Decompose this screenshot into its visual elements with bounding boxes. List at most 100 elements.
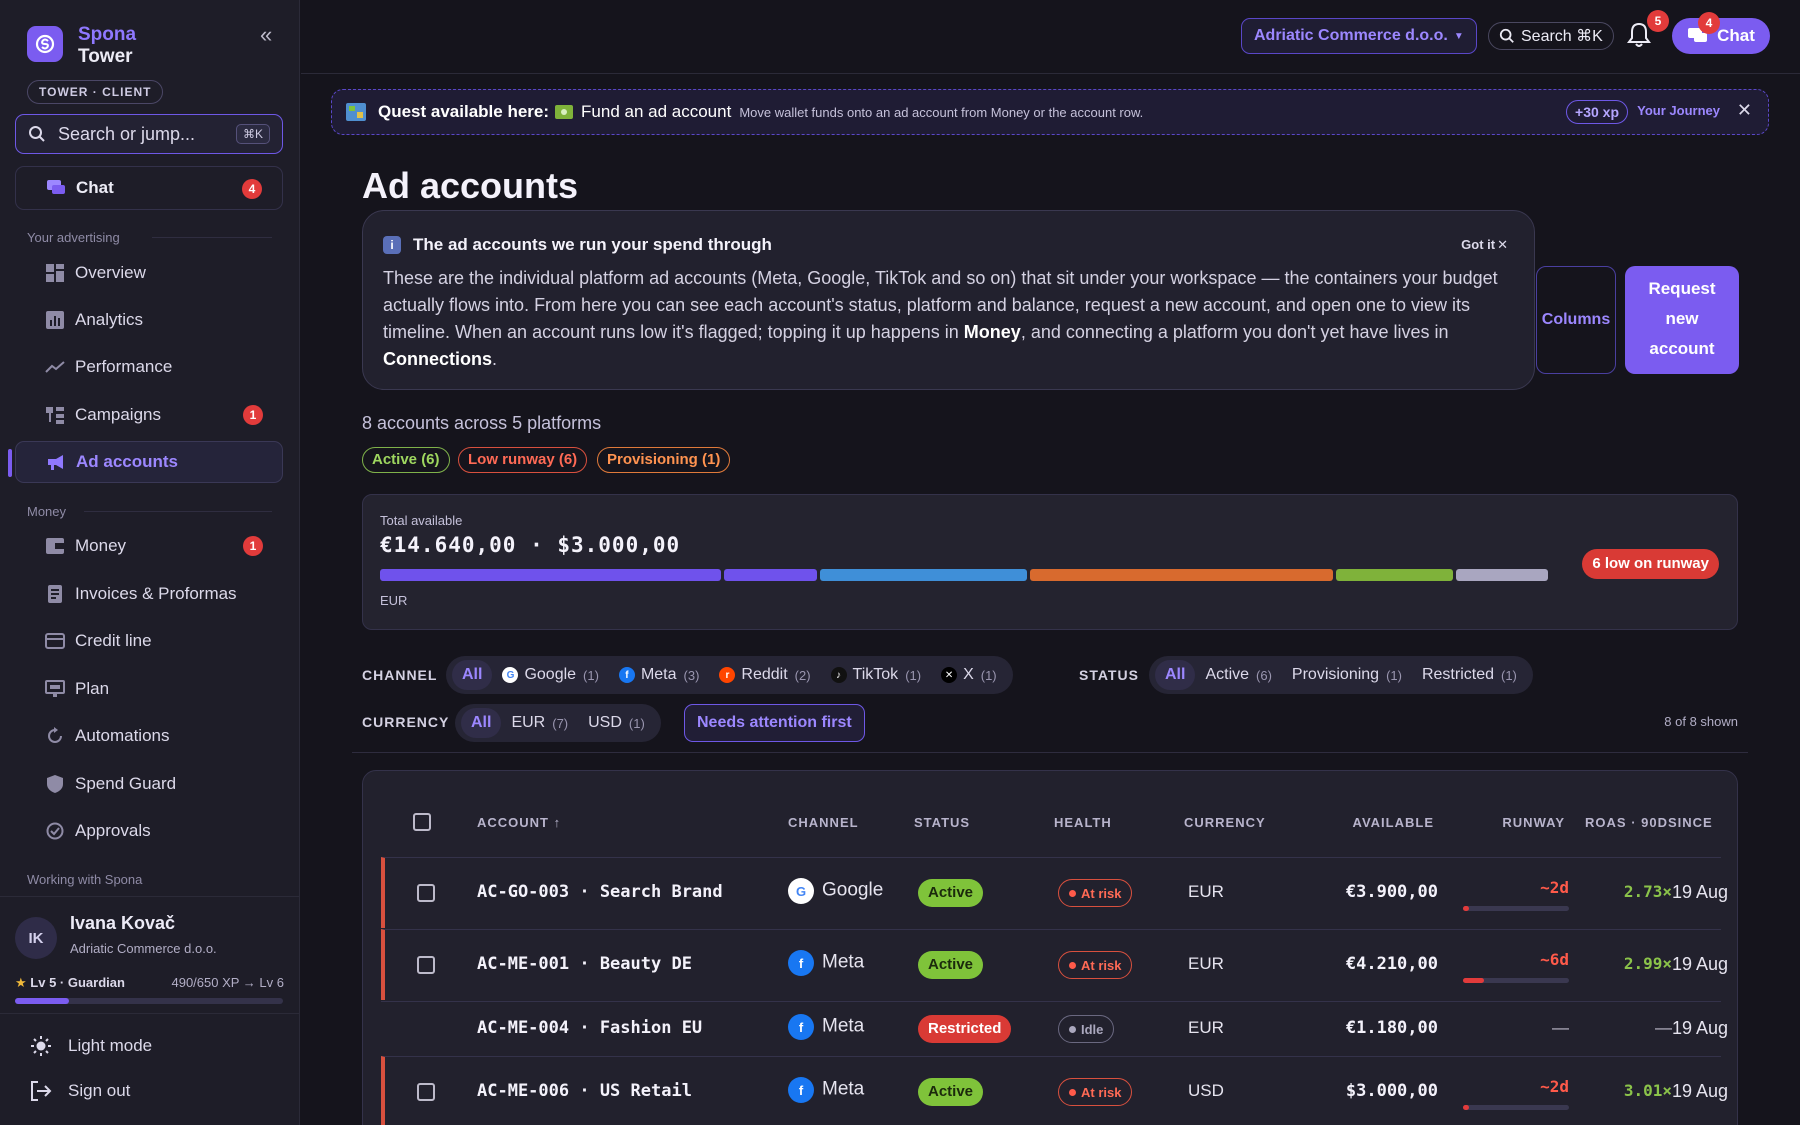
sidebar-item-label: Performance bbox=[75, 357, 173, 376]
money-icon bbox=[555, 105, 574, 119]
status-filter-all[interactable]: All bbox=[1155, 660, 1196, 690]
sidebar-item-campaigns[interactable]: Campaigns 1 bbox=[15, 394, 283, 436]
table-row[interactable]: AC-ME-004 · Fashion EU f Meta Restricted … bbox=[381, 1001, 1728, 1055]
table-row[interactable]: AC-ME-001 · Beauty DE f Meta Active At ri… bbox=[381, 929, 1728, 1000]
column-header-available[interactable]: AVAILABLE bbox=[1352, 815, 1434, 830]
sidebar-item-overview[interactable]: Overview bbox=[15, 252, 283, 294]
low-runway-badge[interactable]: 6 low on runway bbox=[1582, 549, 1719, 579]
grid-icon bbox=[45, 263, 65, 283]
column-header-health[interactable]: HEALTH bbox=[1054, 815, 1112, 830]
column-header-since[interactable]: SINCE bbox=[1668, 815, 1713, 830]
column-header-channel[interactable]: CHANNEL bbox=[788, 815, 859, 830]
channel-filter-tiktok[interactable]: ♪ TikTok (1) bbox=[821, 660, 932, 690]
account-name[interactable]: AC-ME-001 · Beauty DE bbox=[477, 954, 692, 974]
sidebar-item-spend-guard[interactable]: Spend Guard bbox=[15, 763, 283, 805]
info-body-text: , and connecting a platform you don't ye… bbox=[1020, 322, 1449, 342]
account-name[interactable]: AC-ME-006 · US Retail bbox=[477, 1081, 692, 1101]
sidebar-item-money[interactable]: Money 1 bbox=[15, 525, 283, 567]
user-xp: 490/650 XP → Lv 6 bbox=[171, 975, 284, 990]
your-journey-link[interactable]: Your Journey bbox=[1637, 103, 1720, 118]
account-name[interactable]: AC-ME-004 · Fashion EU bbox=[477, 1018, 703, 1038]
light-mode-toggle[interactable]: Light mode bbox=[30, 1035, 152, 1057]
channel-filter-all[interactable]: All bbox=[452, 660, 493, 690]
sidebar-search-input[interactable]: Search or jump... ⌘K bbox=[15, 114, 283, 154]
sidebar-item-label: Approvals bbox=[75, 821, 151, 840]
column-header-account[interactable]: ACCOUNT ↑ bbox=[477, 815, 562, 830]
table-row[interactable]: AC-GO-003 · Search Brand G Google Active … bbox=[381, 857, 1728, 928]
got-it-button[interactable]: Got it ✕ bbox=[1461, 237, 1508, 253]
star-icon: ★ bbox=[15, 975, 27, 990]
sidebar-item-ad-accounts[interactable]: Ad accounts bbox=[15, 441, 283, 483]
column-header-status[interactable]: STATUS bbox=[914, 815, 971, 830]
columns-button[interactable]: Columns bbox=[1536, 266, 1616, 374]
collapse-sidebar-icon[interactable]: « bbox=[260, 22, 273, 47]
currency-filter-usd[interactable]: USD (1) bbox=[578, 708, 655, 738]
channel-filter-meta[interactable]: f Meta (3) bbox=[609, 660, 709, 690]
channel-filter-google[interactable]: G Google (1) bbox=[492, 660, 608, 690]
user-profile[interactable]: IK Ivana Kovač Adriatic Commerce d.o.o. … bbox=[0, 896, 300, 1014]
account-name[interactable]: AC-GO-003 · Search Brand bbox=[477, 882, 723, 902]
sidebar-item-label: Invoices & Proformas bbox=[75, 584, 237, 603]
sidebar-item-label: Ad accounts bbox=[76, 452, 179, 471]
health-dot-icon bbox=[1069, 889, 1076, 897]
needs-attention-first-toggle[interactable]: Needs attention first bbox=[684, 704, 865, 742]
sidebar: Spona Tower « TOWER · CLIENT Search or j… bbox=[0, 0, 300, 1125]
status-filter-provisioning[interactable]: Provisioning (1) bbox=[1282, 660, 1412, 690]
channel-filter-reddit[interactable]: r Reddit (2) bbox=[709, 660, 820, 690]
reddit-icon: r bbox=[719, 667, 736, 683]
sidebar-item-approvals[interactable]: Approvals bbox=[15, 810, 283, 852]
sidebar-item-chat[interactable]: Chat 4 bbox=[15, 166, 283, 210]
status-filter-restricted[interactable]: Restricted (1) bbox=[1412, 660, 1527, 690]
filter-label: X bbox=[963, 666, 974, 683]
chip-active[interactable]: Active (6) bbox=[362, 447, 450, 473]
quest-task[interactable]: Fund an ad account bbox=[581, 102, 732, 121]
request-new-account-button[interactable]: Request new account bbox=[1625, 266, 1739, 374]
channel-filter-group: All G Google (1) f Meta (3) r Reddit (2) ♪ TikT… bbox=[446, 656, 1013, 694]
chip-provisioning[interactable]: Provisioning (1) bbox=[597, 447, 731, 473]
filter-label: Provisioning bbox=[1291, 666, 1380, 683]
xp-progress-bar bbox=[15, 998, 283, 1004]
sidebar-item-performance[interactable]: Performance bbox=[15, 346, 283, 388]
trend-icon bbox=[45, 357, 65, 377]
sidebar-item-automations[interactable]: Automations bbox=[15, 715, 283, 757]
status-filter-active[interactable]: Active (6) bbox=[1195, 660, 1281, 690]
sidebar-item-analytics[interactable]: Analytics bbox=[15, 299, 283, 341]
column-header-runway[interactable]: RUNWAY bbox=[1502, 815, 1565, 830]
top-chat-button[interactable]: Chat bbox=[1672, 18, 1770, 54]
health-badge-label: At risk bbox=[1081, 885, 1122, 901]
sign-out-button[interactable]: Sign out bbox=[30, 1081, 130, 1101]
workspace-switcher[interactable]: Adriatic Commerce d.o.o. ▼ bbox=[1241, 18, 1477, 54]
channel-cell: f Meta bbox=[788, 950, 864, 976]
status-badge: Active bbox=[918, 951, 984, 979]
close-icon[interactable]: ✕ bbox=[1736, 100, 1752, 120]
column-header-roas[interactable]: ROAS · 90D bbox=[1585, 815, 1668, 830]
row-checkbox[interactable] bbox=[417, 956, 435, 974]
since-cell: 19 Aug bbox=[1672, 882, 1729, 902]
sun-icon bbox=[30, 1035, 52, 1057]
top-search-button[interactable]: Search ⌘K bbox=[1488, 22, 1614, 50]
status-badge-label: Restricted bbox=[918, 1015, 1012, 1043]
filter-count: (1) bbox=[628, 715, 645, 731]
bell-icon[interactable] bbox=[1627, 22, 1651, 53]
tiktok-icon: ♪ bbox=[830, 667, 847, 683]
sidebar-item-label: Automations bbox=[75, 726, 170, 745]
channel-filter-x[interactable]: ✕ X (1) bbox=[931, 660, 1007, 690]
spona-logo-icon[interactable] bbox=[27, 26, 63, 62]
refresh-icon bbox=[45, 726, 65, 746]
monitor-icon bbox=[45, 679, 65, 699]
table-row[interactable]: AC-ME-006 · US Retail f Meta Active At ri… bbox=[381, 1056, 1728, 1125]
row-checkbox[interactable] bbox=[417, 1083, 435, 1101]
currency-filter-all[interactable]: All bbox=[461, 708, 502, 738]
currency-filter-eur[interactable]: EUR (7) bbox=[501, 708, 578, 738]
channel-cell: G Google bbox=[788, 878, 883, 904]
sidebar-item-invoices[interactable]: Invoices & Proformas bbox=[15, 573, 283, 615]
campaigns-count-badge: 1 bbox=[243, 405, 263, 425]
sidebar-item-plan[interactable]: Plan bbox=[15, 668, 283, 710]
chip-low-runway[interactable]: Low runway (6) bbox=[458, 447, 588, 473]
row-checkbox[interactable] bbox=[417, 884, 435, 902]
column-header-currency[interactable]: CURRENCY bbox=[1184, 815, 1266, 830]
brand-product: Tower bbox=[78, 46, 133, 67]
sidebar-item-credit-line[interactable]: Credit line bbox=[15, 620, 283, 662]
select-all-checkbox[interactable] bbox=[413, 813, 431, 831]
status-badge-label: Active bbox=[918, 951, 984, 979]
